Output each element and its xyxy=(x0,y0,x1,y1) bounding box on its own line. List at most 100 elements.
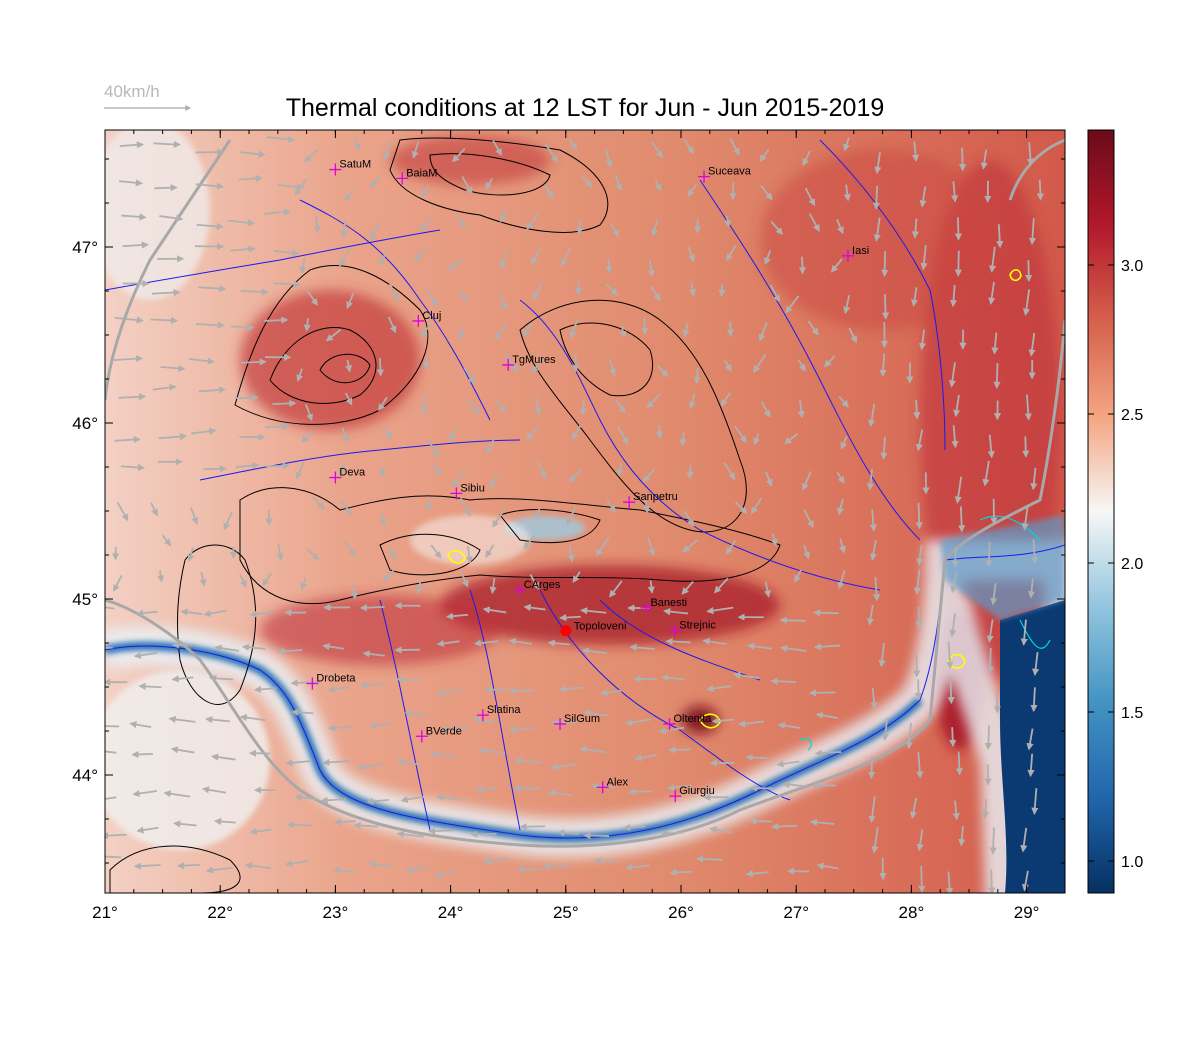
wind-arrow xyxy=(428,827,455,835)
wind-arrow xyxy=(1030,467,1038,491)
wind-arrow xyxy=(238,174,263,182)
wind-arrow xyxy=(958,147,967,172)
x-tick-label: 26° xyxy=(668,903,694,922)
city-label: Deva xyxy=(339,467,366,479)
wind-arrow xyxy=(642,497,650,514)
wind-arrow xyxy=(629,643,655,652)
wind-arrow xyxy=(881,718,890,741)
wind-arrow xyxy=(150,502,158,517)
wind-arrow xyxy=(879,353,887,378)
wind-arrow xyxy=(547,639,570,647)
wind-arrow xyxy=(228,219,256,227)
wind-arrow xyxy=(113,355,144,363)
wind-arrow xyxy=(234,393,260,402)
wind-arrow xyxy=(362,650,385,658)
wind-arrow xyxy=(871,826,879,854)
wind-arrow xyxy=(195,182,225,190)
wind-arrow xyxy=(532,282,543,301)
wind-arrow xyxy=(616,425,629,445)
wind-arrow xyxy=(494,323,509,340)
wind-arrow xyxy=(600,689,622,697)
wind-arrow xyxy=(682,323,690,338)
wind-arrow xyxy=(306,290,318,306)
wind-arrow xyxy=(379,253,387,266)
wind-arrow xyxy=(122,241,149,249)
wind-arrow xyxy=(266,135,296,143)
colorbar-tick-label: 2.0 xyxy=(1121,556,1143,573)
city-marker xyxy=(450,487,463,500)
wind-arrow xyxy=(368,860,392,868)
wind-arrows xyxy=(105,135,1044,893)
city-layer: SatuM BaiaM Suceava Iasi Cluj TgMures Deva Sibi… xyxy=(306,159,869,803)
city-marker xyxy=(698,170,711,183)
wind-arrow xyxy=(765,471,773,487)
wind-arrow xyxy=(508,637,533,645)
wind-arrow xyxy=(499,294,508,311)
wind-arrow xyxy=(605,283,619,296)
wind-arrow xyxy=(396,758,421,767)
wind-arrow xyxy=(954,476,963,504)
wind-arrow xyxy=(121,213,147,221)
city-label: TgMures xyxy=(512,354,556,366)
wind-arrow xyxy=(415,578,423,595)
wind-arrow xyxy=(949,284,958,308)
wind-arrow xyxy=(753,353,767,374)
wind-arrow xyxy=(750,497,763,515)
wind-arrow xyxy=(170,746,195,754)
wind-arrow xyxy=(910,287,919,307)
wind-arrow xyxy=(566,506,577,526)
city-label: Strejnic xyxy=(679,620,716,632)
city-label: Drobeta xyxy=(316,672,356,684)
wind-scale-legend: 40km/h xyxy=(104,82,192,111)
wind-arrow xyxy=(449,428,457,442)
wind-arrow xyxy=(911,218,919,239)
wind-arrow xyxy=(173,820,197,828)
wind-arrow xyxy=(387,546,396,560)
wind-arrow xyxy=(660,829,683,837)
wind-arrow xyxy=(836,498,844,516)
wind-arrow xyxy=(526,212,539,231)
wind-arrow xyxy=(951,547,959,568)
wind-arrow xyxy=(980,149,988,170)
wind-arrow xyxy=(482,606,507,614)
wind-arrow xyxy=(452,147,466,163)
wind-arrow xyxy=(807,320,819,336)
wind-arrow xyxy=(779,616,807,624)
wind-arrow xyxy=(725,540,737,555)
map-panel: SatuM BaiaM Suceava Iasi Cluj TgMures Deva Sibi… xyxy=(105,130,1065,893)
wind-arrow xyxy=(357,762,383,771)
wind-arrow xyxy=(771,822,798,831)
colorbar-tick-labels: 3.0 2.5 2.0 1.5 1.0 xyxy=(1088,258,1143,871)
wind-arrow xyxy=(794,569,802,583)
wind-arrow xyxy=(332,866,356,874)
wind-arrow xyxy=(495,400,507,413)
wind-arrow xyxy=(808,213,820,232)
x-tick-label: 29° xyxy=(1014,903,1040,922)
wind-arrow xyxy=(305,403,314,422)
wind-arrow xyxy=(320,796,347,804)
wind-arrow xyxy=(240,288,269,296)
wind-arrow xyxy=(726,245,737,261)
wind-arrow xyxy=(359,604,385,612)
wind-arrow xyxy=(953,394,961,418)
x-tick-label: 24° xyxy=(438,903,464,922)
hot-contours xyxy=(447,269,1022,729)
city-label: Banesti xyxy=(650,597,687,609)
wind-arrow xyxy=(724,216,732,228)
wind-arrow xyxy=(333,818,356,826)
wind-arrow xyxy=(951,181,959,203)
wind-arrow xyxy=(1024,394,1032,421)
city-marker xyxy=(329,163,342,176)
wind-arrow xyxy=(436,639,460,648)
wind-arrow xyxy=(686,465,694,479)
wind-arrow xyxy=(119,141,144,149)
lakes xyxy=(799,515,1051,751)
wind-arrow xyxy=(981,799,990,820)
city-label: Oltenita xyxy=(673,713,712,725)
wind-arrow xyxy=(651,219,659,237)
wind-arrow xyxy=(1031,788,1039,815)
wind-arrow xyxy=(301,430,313,444)
wind-arrow xyxy=(201,786,227,794)
wind-arrow xyxy=(421,184,430,198)
wind-arrow xyxy=(163,790,191,798)
